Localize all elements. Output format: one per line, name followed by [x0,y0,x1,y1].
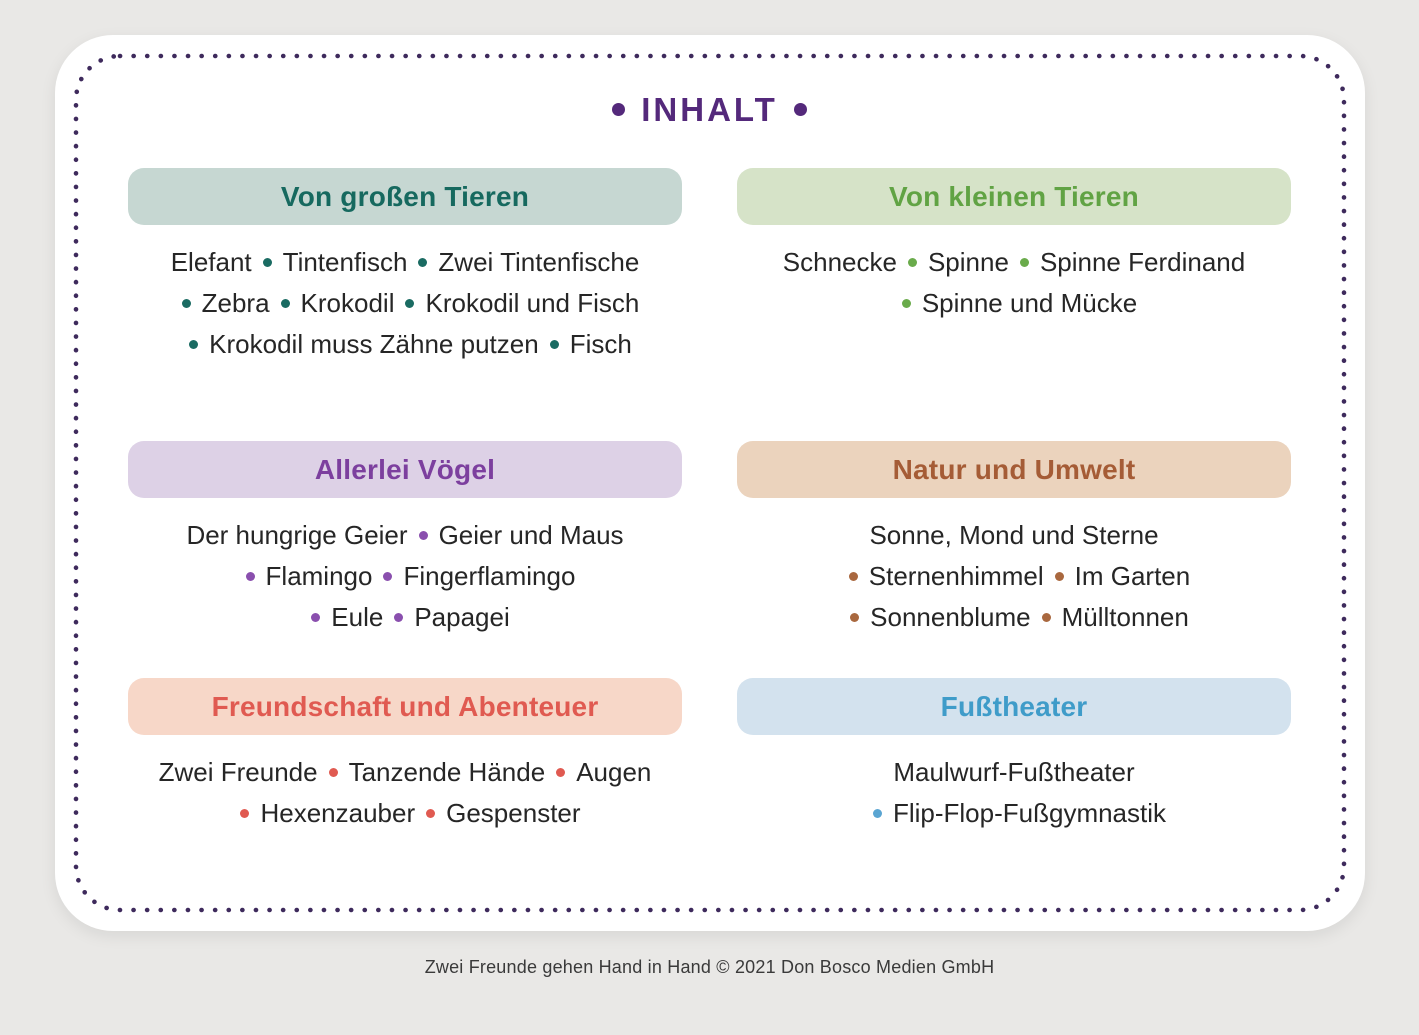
toc-line: Elefant Tintenfisch Zwei Tintenfische [128,242,682,283]
section-header-von-kleinen-tieren: Von kleinen Tieren [737,168,1291,225]
toc-item: Schnecke [782,247,897,277]
toc-line: Sonne, Mond und Sterne [737,515,1291,556]
section-natur-und-umwelt: Natur und Umwelt Sonne, Mond und Sterne St… [737,441,1291,678]
toc-item: Sonnenblume [870,602,1031,632]
bullet-separator-icon [1019,257,1029,267]
bullet-separator-icon [328,767,338,777]
bullet-separator-icon [1041,612,1051,622]
toc-item: Im Garten [1074,561,1191,591]
toc-line: Hexenzauber Gespenster [128,793,682,834]
bullet-separator-icon [181,298,191,308]
section-items: Schnecke Spinne Spinne Ferdinand Spinne und… [737,242,1291,324]
section-header-von-grossen-tieren: Von großen Tieren [128,168,682,225]
footer-credit: Zwei Freunde gehen Hand in Hand © 2021 D… [424,957,995,977]
toc-item: Geier und Maus [438,520,624,550]
content-card: INHALT Von großen Tieren Elefant Tintenfis… [54,35,1365,931]
toc-item: Papagei [414,602,510,632]
bullet-separator-icon [383,571,393,581]
toc-item: Augen [576,757,652,787]
toc-line: Flip-Flop-Fußgymnastik [737,793,1291,834]
toc-item: Zwei Tintenfische [438,247,640,277]
toc-item: Fingerflamingo [403,561,576,591]
toc-item: Der hungrige Geier [186,520,408,550]
section-fusstheater: Fußtheater Maulwurf-Fußtheater Flip-Flop-F… [737,678,1291,834]
toc-line: Spinne und Mücke [737,283,1291,324]
section-header-natur-und-umwelt: Natur und Umwelt [737,441,1291,498]
toc-item: Flamingo [265,561,373,591]
toc-item: Spinne und Mücke [921,288,1138,318]
section-header-freundschaft-und-abenteuer: Freundschaft und Abenteuer [128,678,682,735]
section-header-fusstheater: Fußtheater [737,678,1291,735]
toc-item: Tanzende Hände [348,757,546,787]
section-items: Maulwurf-Fußtheater Flip-Flop-Fußgymnasti… [737,752,1291,834]
title-dot-left-icon [612,103,626,117]
toc-line: Sonnenblume Mülltonnen [737,597,1291,638]
title-dot-right-icon [793,103,807,117]
toc-item: Zebra [201,288,270,318]
toc-item: Eule [331,602,384,632]
toc-item: Spinne Ferdinand [1039,247,1246,277]
toc-item: Spinne [927,247,1009,277]
toc-line: Der hungrige Geier Geier und Maus [128,515,682,556]
toc-line: Maulwurf-Fußtheater [737,752,1291,793]
bullet-separator-icon [418,257,428,267]
section-items: Der hungrige Geier Geier und Maus Flamingo… [128,515,682,638]
bullet-separator-icon [426,808,436,818]
bullet-separator-icon [556,767,566,777]
toc-item: Zwei Freunde [158,757,318,787]
bullet-separator-icon [418,530,428,540]
bullet-separator-icon [901,298,911,308]
toc-line: Flamingo Fingerflamingo [128,556,682,597]
section-items: Sonne, Mond und Sterne Sternenhimmel Im Ga… [737,515,1291,638]
section-von-kleinen-tieren: Von kleinen Tieren Schnecke Spinne Spinne F… [737,168,1291,441]
section-items: Zwei Freunde Tanzende Hände Augen Hexenzaub… [128,752,682,834]
bullet-separator-icon [394,612,404,622]
page-title: INHALT [55,35,1365,129]
toc-item: Flip-Flop-Fußgymnastik [892,798,1167,828]
bullet-separator-icon [850,612,860,622]
section-allerlei-voegel: Allerlei Vögel Der hungrige Geier Geier un… [128,441,682,678]
bullet-separator-icon [1054,571,1064,581]
toc-line: Krokodil muss Zähne putzen Fisch [128,324,682,365]
page-title-text: INHALT [641,91,778,128]
toc-item: Tintenfisch [282,247,408,277]
bullet-separator-icon [405,298,415,308]
bullet-separator-icon [311,612,321,622]
toc-line: Zebra Krokodil Krokodil und Fisch [128,283,682,324]
section-freundschaft-und-abenteuer: Freundschaft und Abenteuer Zwei Freunde Ta… [128,678,682,834]
toc-item: Sternenhimmel [868,561,1044,591]
bullet-separator-icon [872,808,882,818]
bullet-separator-icon [245,571,255,581]
page-background: { "page": { "title": "INHALT", "footer":… [0,35,1419,1035]
toc-item: Elefant [170,247,252,277]
toc-item: Mülltonnen [1061,602,1189,632]
toc-item: Krokodil [300,288,395,318]
toc-item: Fisch [569,329,632,359]
section-header-allerlei-voegel: Allerlei Vögel [128,441,682,498]
toc-line: Sternenhimmel Im Garten [737,556,1291,597]
section-items: Elefant Tintenfisch Zwei Tintenfische Zebra… [128,242,682,365]
toc-grid: Von großen Tieren Elefant Tintenfisch Zwei … [55,168,1365,834]
toc-item: Hexenzauber [260,798,416,828]
bullet-separator-icon [848,571,858,581]
bullet-separator-icon [262,257,272,267]
bullet-separator-icon [189,339,199,349]
toc-line: Zwei Freunde Tanzende Hände Augen [128,752,682,793]
toc-item: Krokodil muss Zähne putzen [209,329,539,359]
bullet-separator-icon [240,808,250,818]
toc-line: Eule Papagei [128,597,682,638]
toc-item: Sonne, Mond und Sterne [869,520,1159,550]
toc-item: Krokodil und Fisch [425,288,640,318]
bullet-separator-icon [549,339,559,349]
toc-item: Maulwurf-Fußtheater [893,757,1135,787]
section-von-grossen-tieren: Von großen Tieren Elefant Tintenfisch Zwei … [128,168,682,441]
bullet-separator-icon [280,298,290,308]
toc-item: Gespenster [446,798,581,828]
bullet-separator-icon [907,257,917,267]
toc-line: Schnecke Spinne Spinne Ferdinand [737,242,1291,283]
